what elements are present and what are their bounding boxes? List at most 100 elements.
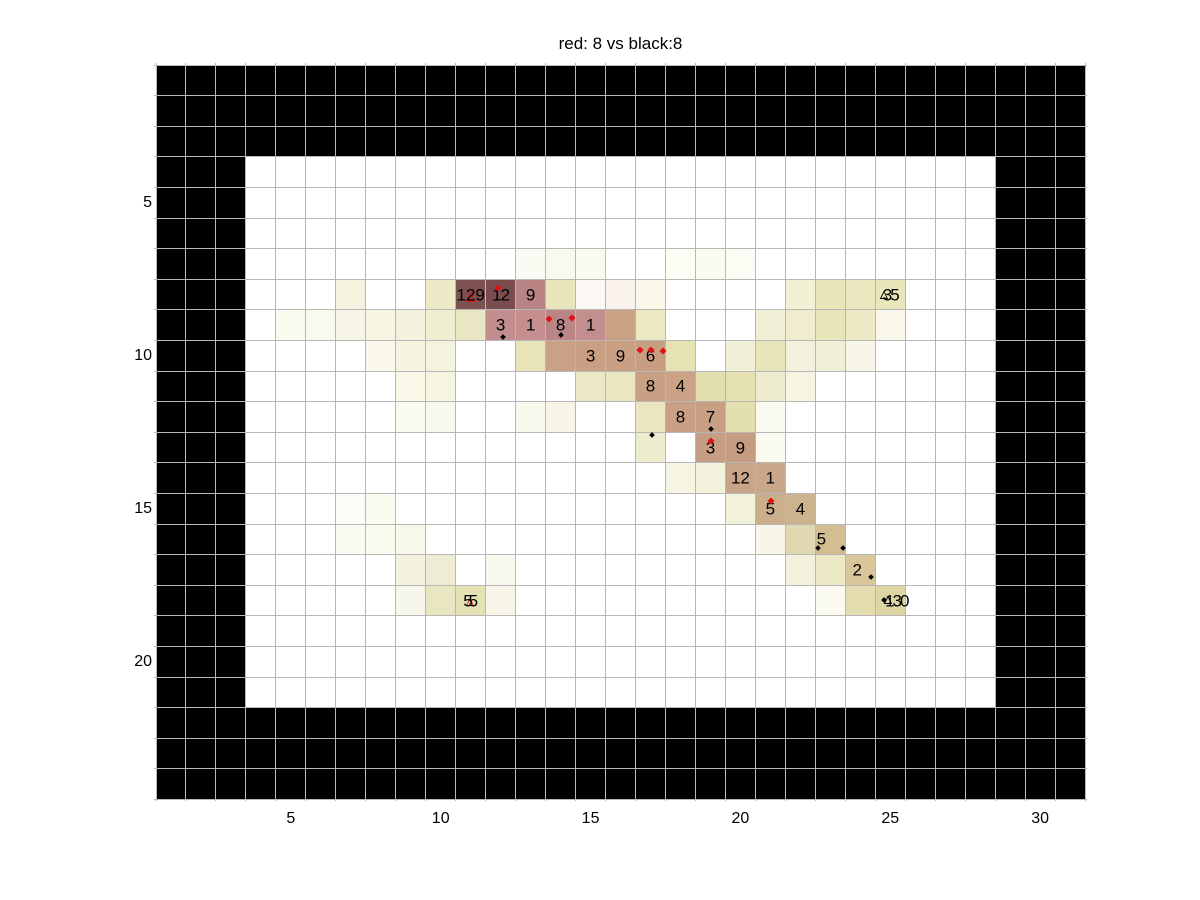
heat-cell (395, 585, 426, 616)
heat-cell (785, 554, 816, 586)
heat-cell (845, 340, 876, 371)
heat-cell (425, 309, 456, 341)
grid-line-horizontal (154, 339, 1088, 341)
grid-line-horizontal (154, 64, 1088, 66)
grid-line-horizontal (154, 737, 1088, 739)
wall-bottom (156, 707, 1086, 800)
cell-count-label: 1 (525, 315, 536, 335)
heat-cell (725, 248, 756, 280)
heat-cell (755, 309, 786, 341)
y-tick-label: 20 (134, 652, 152, 670)
x-tick-label: 25 (881, 810, 900, 827)
grid-line-horizontal (154, 462, 1088, 464)
heat-cell (755, 401, 786, 433)
grid-line-horizontal (154, 309, 1088, 311)
grid-line-horizontal (154, 401, 1088, 403)
cell-count-label: 6 (645, 346, 656, 366)
grid-line-horizontal (154, 492, 1088, 494)
grid-line-horizontal (154, 156, 1088, 158)
heat-cell (665, 371, 696, 402)
heat-cell (575, 340, 606, 371)
heat-cell (395, 309, 426, 341)
heat-cell (755, 340, 786, 371)
x-tick-label: 30 (1031, 810, 1050, 827)
heat-cell (425, 279, 456, 310)
heat-cell (455, 279, 486, 310)
heat-cell (515, 401, 546, 433)
grid-line-horizontal (154, 217, 1088, 219)
heat-cell (425, 554, 456, 586)
heat-cell (485, 585, 516, 616)
heat-cell (815, 524, 846, 555)
cell-count-label: 55 (463, 591, 478, 610)
black-base-marker: △ (884, 594, 892, 606)
grid-line-horizontal (154, 554, 1088, 556)
heat-cell (845, 279, 876, 310)
heat-cell (515, 340, 546, 371)
heat-cell (755, 371, 786, 402)
heat-cell (575, 309, 606, 341)
cell-count-label: 5 (765, 499, 776, 519)
heat-cell (395, 524, 426, 555)
cell-count-label: 1 (585, 315, 596, 335)
heat-cell (575, 279, 606, 310)
heat-cell (845, 554, 876, 586)
x-tick-label: 5 (286, 810, 296, 827)
heat-cell (545, 248, 576, 280)
heat-cell (875, 585, 906, 616)
heat-cell (695, 371, 726, 402)
heat-cell (425, 401, 456, 433)
cell-count-label: 9 (615, 346, 626, 366)
heat-cell (815, 309, 846, 341)
heat-cell (815, 554, 846, 586)
heat-cell (605, 340, 636, 371)
heat-cell (545, 401, 576, 433)
heat-cell (605, 371, 636, 402)
heat-cell (845, 585, 876, 616)
heat-cell (515, 279, 546, 310)
grid-line-horizontal (154, 707, 1088, 709)
cell-count-label: 3 (585, 346, 596, 366)
cell-count-label: 3 (705, 438, 716, 457)
heat-cell (575, 371, 606, 402)
heat-cell (365, 309, 396, 341)
heat-cell (305, 309, 336, 341)
heat-cell (815, 279, 846, 310)
heat-cell (665, 340, 696, 371)
y-tick-label: 5 (143, 193, 152, 211)
heat-cell (725, 340, 756, 371)
heat-cell (785, 524, 816, 555)
heat-cell (785, 309, 816, 341)
heat-cell (425, 371, 456, 402)
heat-cell (875, 309, 906, 341)
cell-count-label: 35 (882, 285, 900, 304)
heat-cell (455, 309, 486, 341)
heat-cell (485, 279, 516, 310)
heat-cell (875, 279, 906, 310)
heat-cell (515, 309, 546, 341)
cell-count-label: 129 (456, 285, 485, 304)
cell-count-label: 9 (735, 438, 746, 457)
heat-cell (365, 524, 396, 555)
heat-cell (635, 309, 666, 341)
grid-line-horizontal (154, 248, 1088, 250)
heat-cell (275, 309, 306, 341)
heat-cell (725, 432, 756, 463)
heat-cell (635, 401, 666, 433)
grid-line-horizontal (154, 370, 1088, 372)
grid-line-horizontal (154, 676, 1088, 678)
heat-cell (815, 340, 846, 371)
heat-cell (365, 493, 396, 524)
heat-cell (725, 462, 756, 494)
grid-line-horizontal (154, 645, 1088, 647)
heat-cell (755, 432, 786, 463)
grid-line-horizontal (154, 125, 1088, 127)
heat-cell (635, 340, 666, 371)
heat-cell (545, 340, 576, 371)
heat-cell (335, 309, 366, 341)
heat-cell (485, 554, 516, 586)
x-tick-label: 15 (581, 810, 600, 827)
red-base-marker: △ (466, 287, 476, 303)
heat-cell (605, 279, 636, 310)
